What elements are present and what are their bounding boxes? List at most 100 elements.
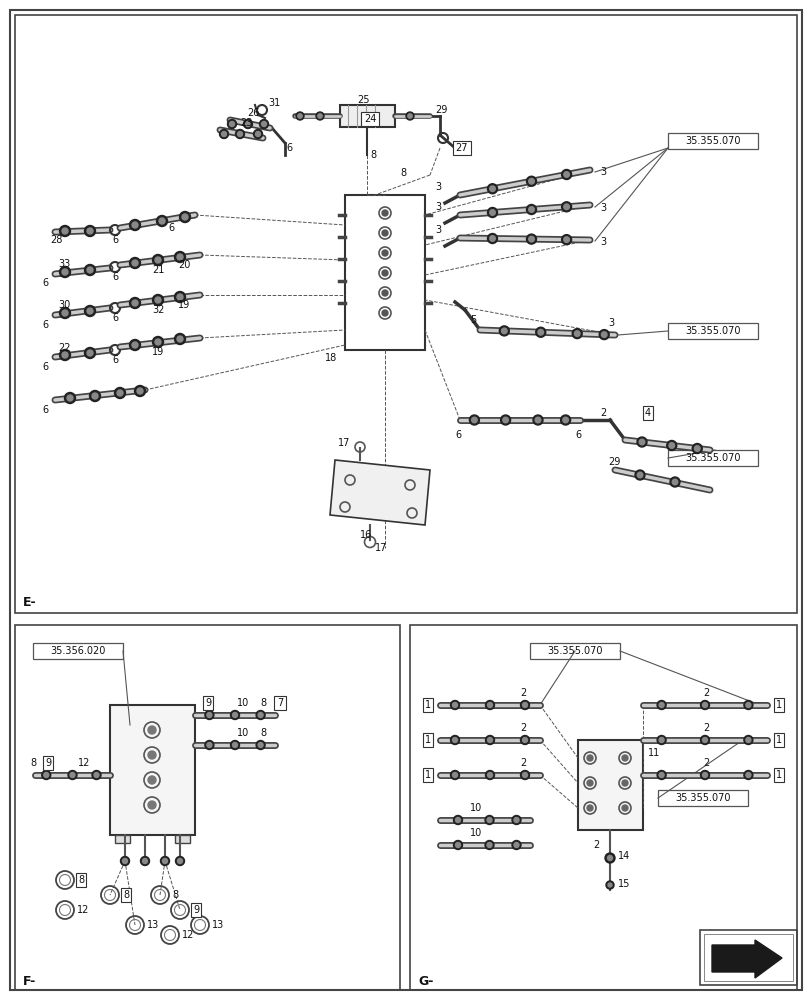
Circle shape xyxy=(155,339,161,345)
Circle shape xyxy=(255,132,260,137)
Text: E-: E- xyxy=(23,596,36,609)
Circle shape xyxy=(87,308,93,314)
Circle shape xyxy=(586,755,592,761)
Text: 3: 3 xyxy=(435,182,440,192)
Circle shape xyxy=(702,702,706,708)
Circle shape xyxy=(148,726,156,734)
Circle shape xyxy=(535,327,545,337)
Circle shape xyxy=(572,329,581,339)
Circle shape xyxy=(155,297,161,303)
Circle shape xyxy=(471,417,477,423)
Circle shape xyxy=(142,858,148,863)
Circle shape xyxy=(745,772,750,777)
Text: 17: 17 xyxy=(375,543,387,553)
Circle shape xyxy=(487,233,497,243)
Bar xyxy=(530,643,620,659)
Circle shape xyxy=(177,254,182,260)
Circle shape xyxy=(296,112,303,120)
Circle shape xyxy=(560,415,570,425)
Text: 29: 29 xyxy=(607,457,620,467)
Text: 10: 10 xyxy=(470,803,482,813)
Circle shape xyxy=(484,840,493,849)
Circle shape xyxy=(84,226,96,236)
Text: 2: 2 xyxy=(519,723,526,733)
Circle shape xyxy=(174,251,185,262)
Text: 6: 6 xyxy=(112,313,118,323)
Circle shape xyxy=(70,772,75,777)
Circle shape xyxy=(607,855,611,860)
Text: 1: 1 xyxy=(775,700,781,710)
Circle shape xyxy=(532,415,543,425)
Circle shape xyxy=(114,387,126,398)
Text: 18: 18 xyxy=(324,353,337,363)
Circle shape xyxy=(668,443,674,448)
Circle shape xyxy=(132,342,138,348)
Circle shape xyxy=(381,290,388,296)
Text: 26: 26 xyxy=(247,108,259,118)
Bar xyxy=(15,625,400,990)
Bar xyxy=(175,835,190,843)
Text: 6: 6 xyxy=(42,320,48,330)
Circle shape xyxy=(148,751,156,759)
Text: G-: G- xyxy=(418,975,433,988)
Text: 24: 24 xyxy=(363,114,375,124)
Polygon shape xyxy=(711,940,781,978)
Circle shape xyxy=(62,352,68,358)
Bar xyxy=(410,625,796,990)
Text: 35.355.070: 35.355.070 xyxy=(675,793,730,803)
Circle shape xyxy=(237,132,242,137)
Circle shape xyxy=(693,446,699,451)
Circle shape xyxy=(298,114,302,118)
Circle shape xyxy=(135,385,145,396)
Circle shape xyxy=(62,310,68,316)
Circle shape xyxy=(586,805,592,811)
Text: 8: 8 xyxy=(172,890,178,900)
Circle shape xyxy=(140,856,149,865)
Circle shape xyxy=(67,395,73,401)
Circle shape xyxy=(586,780,592,786)
Circle shape xyxy=(84,348,96,359)
Circle shape xyxy=(489,186,495,192)
Circle shape xyxy=(59,226,71,236)
Circle shape xyxy=(175,856,184,865)
Circle shape xyxy=(59,266,71,277)
Text: 19: 19 xyxy=(152,347,164,357)
Circle shape xyxy=(745,738,750,742)
Circle shape xyxy=(526,234,536,244)
Text: 6: 6 xyxy=(112,272,118,282)
Circle shape xyxy=(563,172,569,177)
Circle shape xyxy=(563,237,569,242)
Circle shape xyxy=(255,710,264,720)
Circle shape xyxy=(656,736,665,744)
Circle shape xyxy=(230,710,239,720)
Circle shape xyxy=(177,336,182,342)
Text: 35.355.070: 35.355.070 xyxy=(547,646,602,656)
Circle shape xyxy=(132,260,138,266)
Text: 14: 14 xyxy=(617,851,629,861)
Circle shape xyxy=(561,202,571,212)
Circle shape xyxy=(526,176,536,186)
Circle shape xyxy=(159,218,165,224)
Circle shape xyxy=(656,700,665,710)
Text: 31: 31 xyxy=(268,98,280,108)
Text: 3: 3 xyxy=(607,318,613,328)
Circle shape xyxy=(161,856,169,865)
Circle shape xyxy=(59,308,71,318)
Circle shape xyxy=(132,222,138,228)
Bar xyxy=(667,133,757,149)
Circle shape xyxy=(513,842,518,847)
Circle shape xyxy=(174,334,185,344)
Circle shape xyxy=(260,120,268,129)
Circle shape xyxy=(129,298,140,308)
Circle shape xyxy=(573,331,579,336)
Circle shape xyxy=(315,112,324,120)
Circle shape xyxy=(700,736,709,744)
Circle shape xyxy=(92,393,98,399)
Circle shape xyxy=(501,328,507,334)
Text: 12: 12 xyxy=(77,905,89,915)
Circle shape xyxy=(155,257,161,263)
Circle shape xyxy=(621,805,627,811)
Circle shape xyxy=(204,710,213,720)
Circle shape xyxy=(62,269,68,275)
Text: 9: 9 xyxy=(193,905,199,915)
